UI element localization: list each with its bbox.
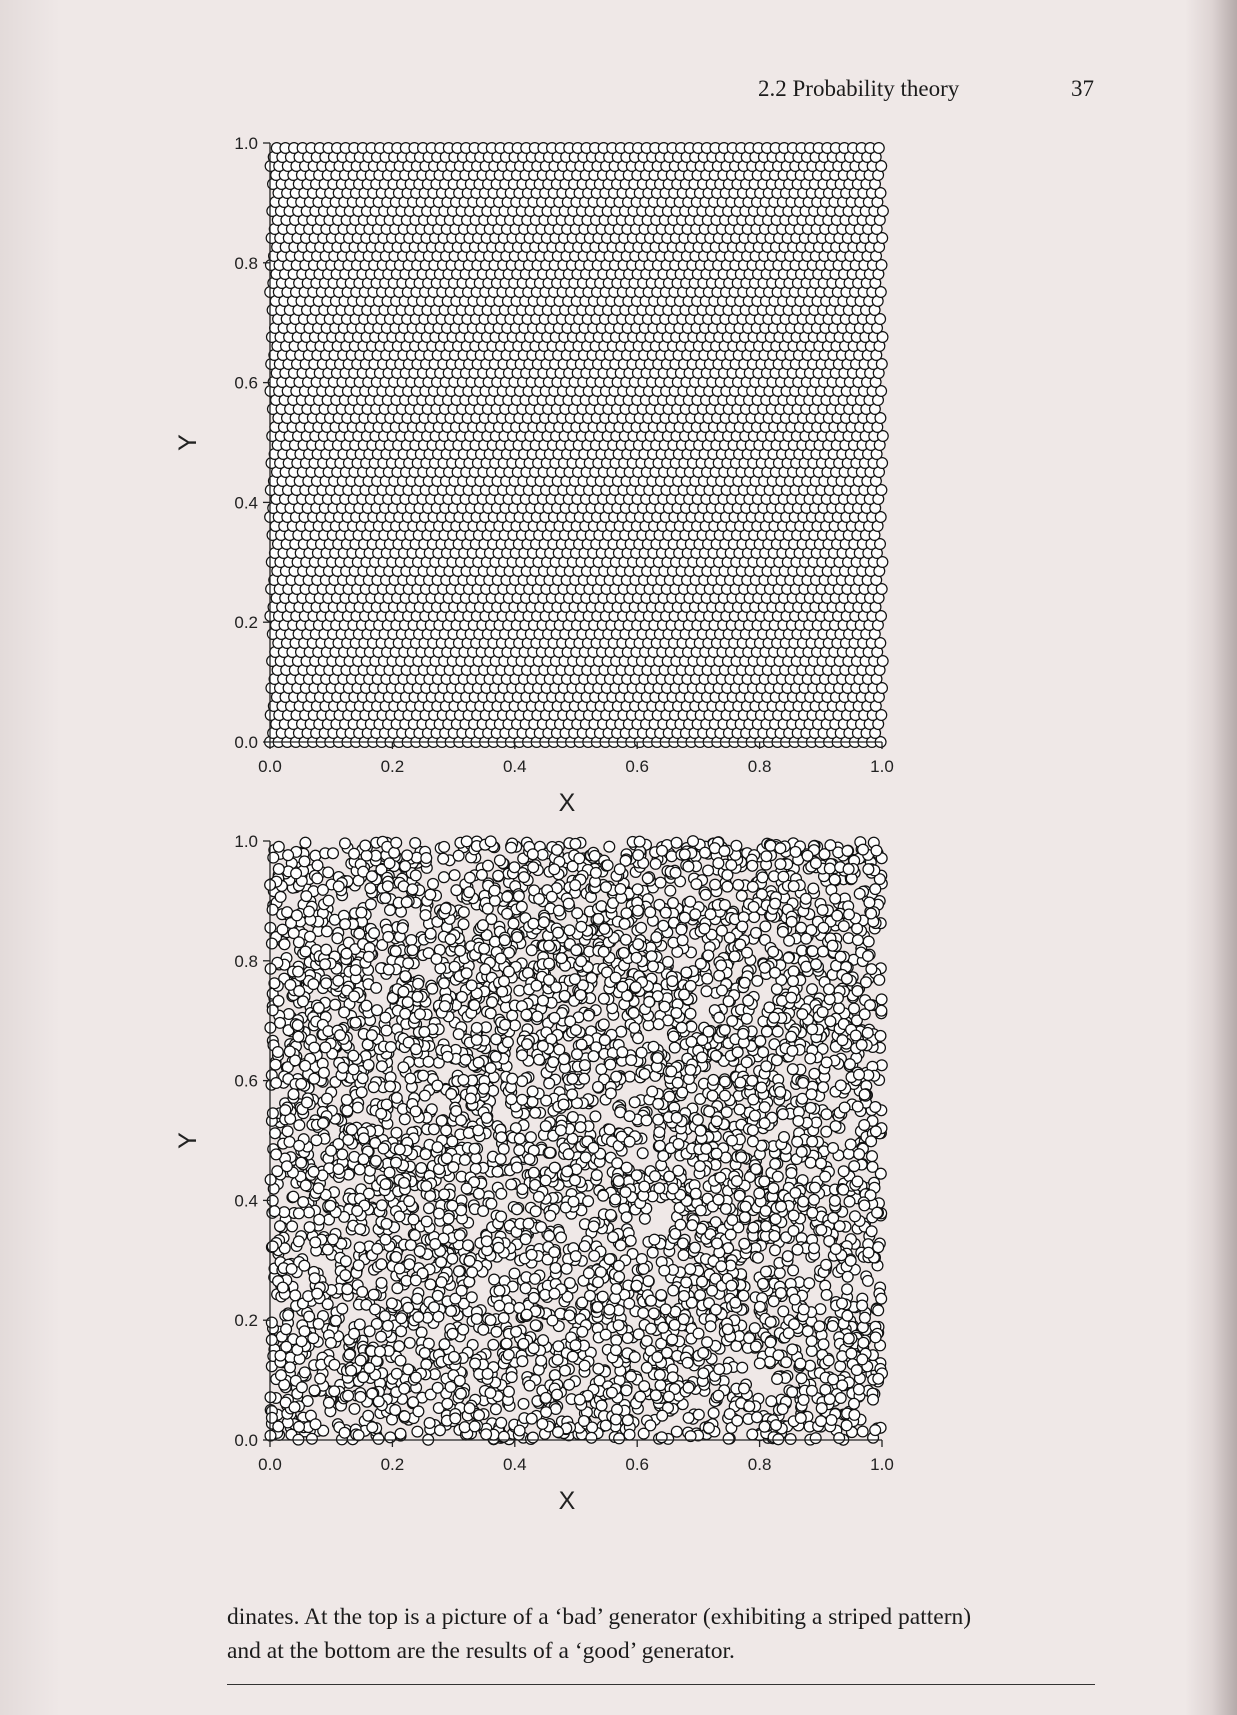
y-tick-label: 0.8: [234, 254, 258, 273]
bottom-scatter-plot: 0.0 0.2 0.4 0.6 0.8 1.00.00.20.40.60.81.0XY: [174, 832, 894, 1515]
data-point: [875, 583, 888, 596]
page-number: 37: [1071, 76, 1094, 101]
data-point: [872, 142, 885, 155]
y-tick-label: 0.2: [234, 613, 258, 632]
data-point: [874, 636, 887, 649]
data-point: [876, 556, 889, 569]
y-tick-label: 0.6: [234, 374, 258, 393]
x-tick-label: 0.4: [503, 757, 527, 776]
data-point: [876, 654, 889, 667]
y-axis-title: Y: [174, 434, 202, 451]
data-point: [875, 484, 888, 497]
x-tick-label: 0.6: [625, 757, 649, 776]
top-scatter-points: [263, 142, 889, 748]
x-tick-label: 1.0: [870, 757, 894, 776]
running-header-title: 2.2 Probability theory: [758, 76, 960, 101]
data-point: [380, 1024, 393, 1037]
data-point: [874, 511, 887, 524]
x-tick-label: 0.0: [258, 757, 282, 776]
x-tick-label: 0.8: [748, 757, 772, 776]
y-tick-label: 0.4: [234, 493, 258, 512]
top-scatter-plot: 0.0 0.2 0.4 0.6 0.8 1.0 0.0 0.2 0.4 0.6 0.8 1.0 X Y: [174, 134, 894, 817]
data-point: [876, 457, 889, 470]
data-point: [875, 681, 888, 694]
x-tick-label: 0.2: [381, 757, 405, 776]
data-point: [876, 430, 889, 443]
x-axis-title: X: [559, 789, 576, 817]
y-tick-label: 0.0: [234, 733, 258, 752]
data-point: [873, 538, 886, 551]
bottom-scatter-points: [264, 835, 889, 1446]
y-tick-label: 1.0: [234, 134, 258, 153]
data-point: [875, 708, 888, 721]
data-point: [874, 610, 887, 623]
